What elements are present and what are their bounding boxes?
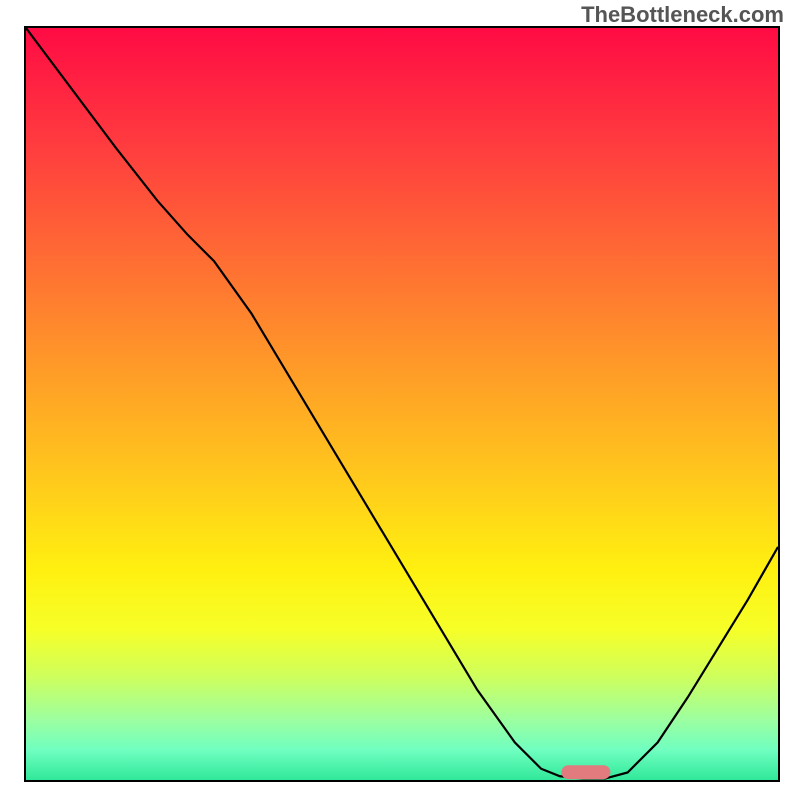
watermark-text: TheBottleneck.com [581, 2, 784, 28]
curve-line [26, 28, 778, 780]
optimal-marker [562, 766, 611, 780]
chart-area [24, 26, 780, 782]
